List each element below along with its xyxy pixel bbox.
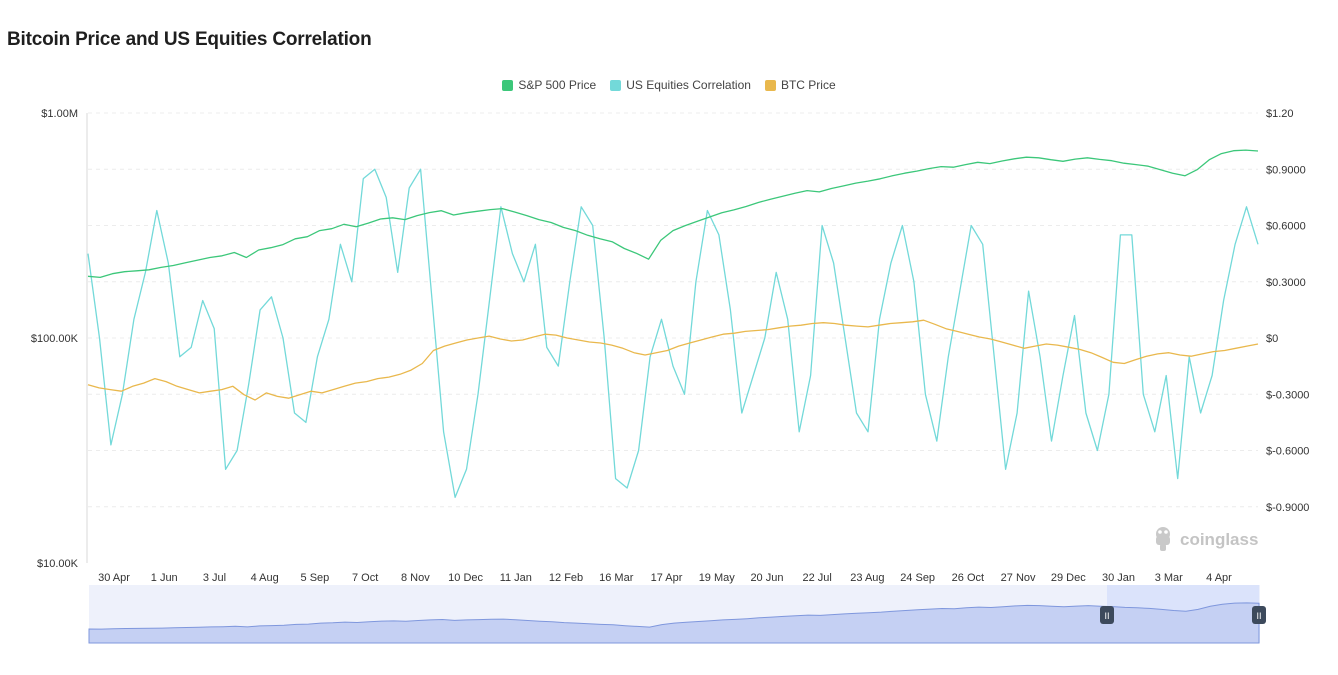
x-tick-label: 11 Jan — [500, 572, 532, 584]
left-tick-label: $100.00K — [31, 333, 79, 345]
x-tick-label: 26 Oct — [952, 572, 984, 584]
x-tick-label: 19 May — [699, 572, 736, 584]
x-tick-label: 7 Oct — [352, 572, 378, 584]
x-tick-label: 30 Jan — [1102, 572, 1135, 584]
handle-grip-icon: II — [1256, 611, 1261, 621]
right-axis-labels: $1.20 $0.9000 $0.6000 $0.3000 $0 $-0.3000 $-0.… — [1266, 108, 1309, 514]
x-tick-label: 8 Nov — [401, 572, 430, 584]
coinglass-logo-icon — [1156, 527, 1170, 551]
series-line-1 — [87, 168, 1259, 499]
right-tick-label: $-0.3000 — [1266, 389, 1309, 401]
right-tick-label: $0.9000 — [1266, 164, 1306, 176]
x-tick-label: 20 Jun — [750, 572, 783, 584]
right-tick-label: $0.3000 — [1266, 277, 1306, 289]
x-tick-label: 29 Dec — [1051, 572, 1086, 584]
x-tick-label: 23 Aug — [850, 572, 884, 584]
x-axis-labels: 30 Apr 1 Jun 3 Jul 4 Aug 5 Sep 7 Oct 8 Nov 10 D… — [98, 572, 1232, 584]
navigator-series-area — [88, 602, 1260, 644]
left-axis-labels: $10.00K $100.00K $1.00M — [31, 108, 79, 570]
watermark-text: coinglass — [1180, 530, 1258, 549]
right-tick-label: $0 — [1266, 333, 1278, 345]
x-tick-label: 3 Mar — [1155, 572, 1183, 584]
legend-item-sp500[interactable]: S&P 500 Price — [502, 78, 596, 92]
navigator-left-handle[interactable]: II — [1100, 606, 1114, 624]
right-tick-label: $-0.9000 — [1266, 502, 1309, 514]
btc-swatch-icon — [764, 79, 776, 91]
range-navigator[interactable]: II II — [88, 585, 1266, 644]
handle-grip-icon: II — [1104, 611, 1109, 621]
x-tick-label: 16 Mar — [599, 572, 634, 584]
x-tick-label: 4 Aug — [251, 572, 279, 584]
right-tick-label: $-0.6000 — [1266, 446, 1309, 458]
x-tick-label: 24 Sep — [900, 572, 935, 584]
coinglass-watermark: coinglass — [1156, 527, 1258, 551]
x-tick-label: 3 Jul — [203, 572, 226, 584]
left-tick-label: $10.00K — [37, 558, 79, 570]
x-tick-label: 17 Apr — [651, 572, 683, 584]
legend-label: US Equities Correlation — [626, 78, 751, 92]
chart-title: Bitcoin Price and US Equities Correlatio… — [7, 29, 372, 50]
series-line-0 — [87, 149, 1259, 279]
right-tick-label: $0.6000 — [1266, 221, 1306, 233]
x-tick-label: 30 Apr — [98, 572, 130, 584]
correlation-swatch-icon — [610, 79, 622, 91]
series-line-2 — [87, 319, 1259, 401]
legend-label: S&P 500 Price — [518, 78, 597, 92]
left-tick-label: $1.00M — [41, 108, 78, 120]
series-lines — [87, 149, 1259, 499]
x-tick-label: 4 Apr — [1206, 572, 1232, 584]
x-tick-label: 10 Dec — [448, 572, 483, 584]
right-tick-label: $1.20 — [1266, 108, 1294, 120]
grid-lines — [88, 112, 1258, 508]
navigator-right-handle[interactable]: II — [1252, 606, 1266, 624]
x-tick-label: 22 Jul — [803, 572, 832, 584]
legend: S&P 500 Price US Equities Correlation BT… — [0, 78, 1338, 92]
legend-item-btc[interactable]: BTC Price — [764, 78, 836, 92]
legend-label: BTC Price — [780, 78, 836, 92]
x-tick-label: 5 Sep — [301, 572, 330, 584]
legend-item-correlation[interactable]: US Equities Correlation — [610, 78, 751, 92]
sp500-swatch-icon — [502, 79, 514, 91]
x-tick-label: 12 Feb — [549, 572, 583, 584]
x-tick-label: 1 Jun — [151, 572, 178, 584]
x-tick-label: 27 Nov — [1001, 572, 1036, 584]
